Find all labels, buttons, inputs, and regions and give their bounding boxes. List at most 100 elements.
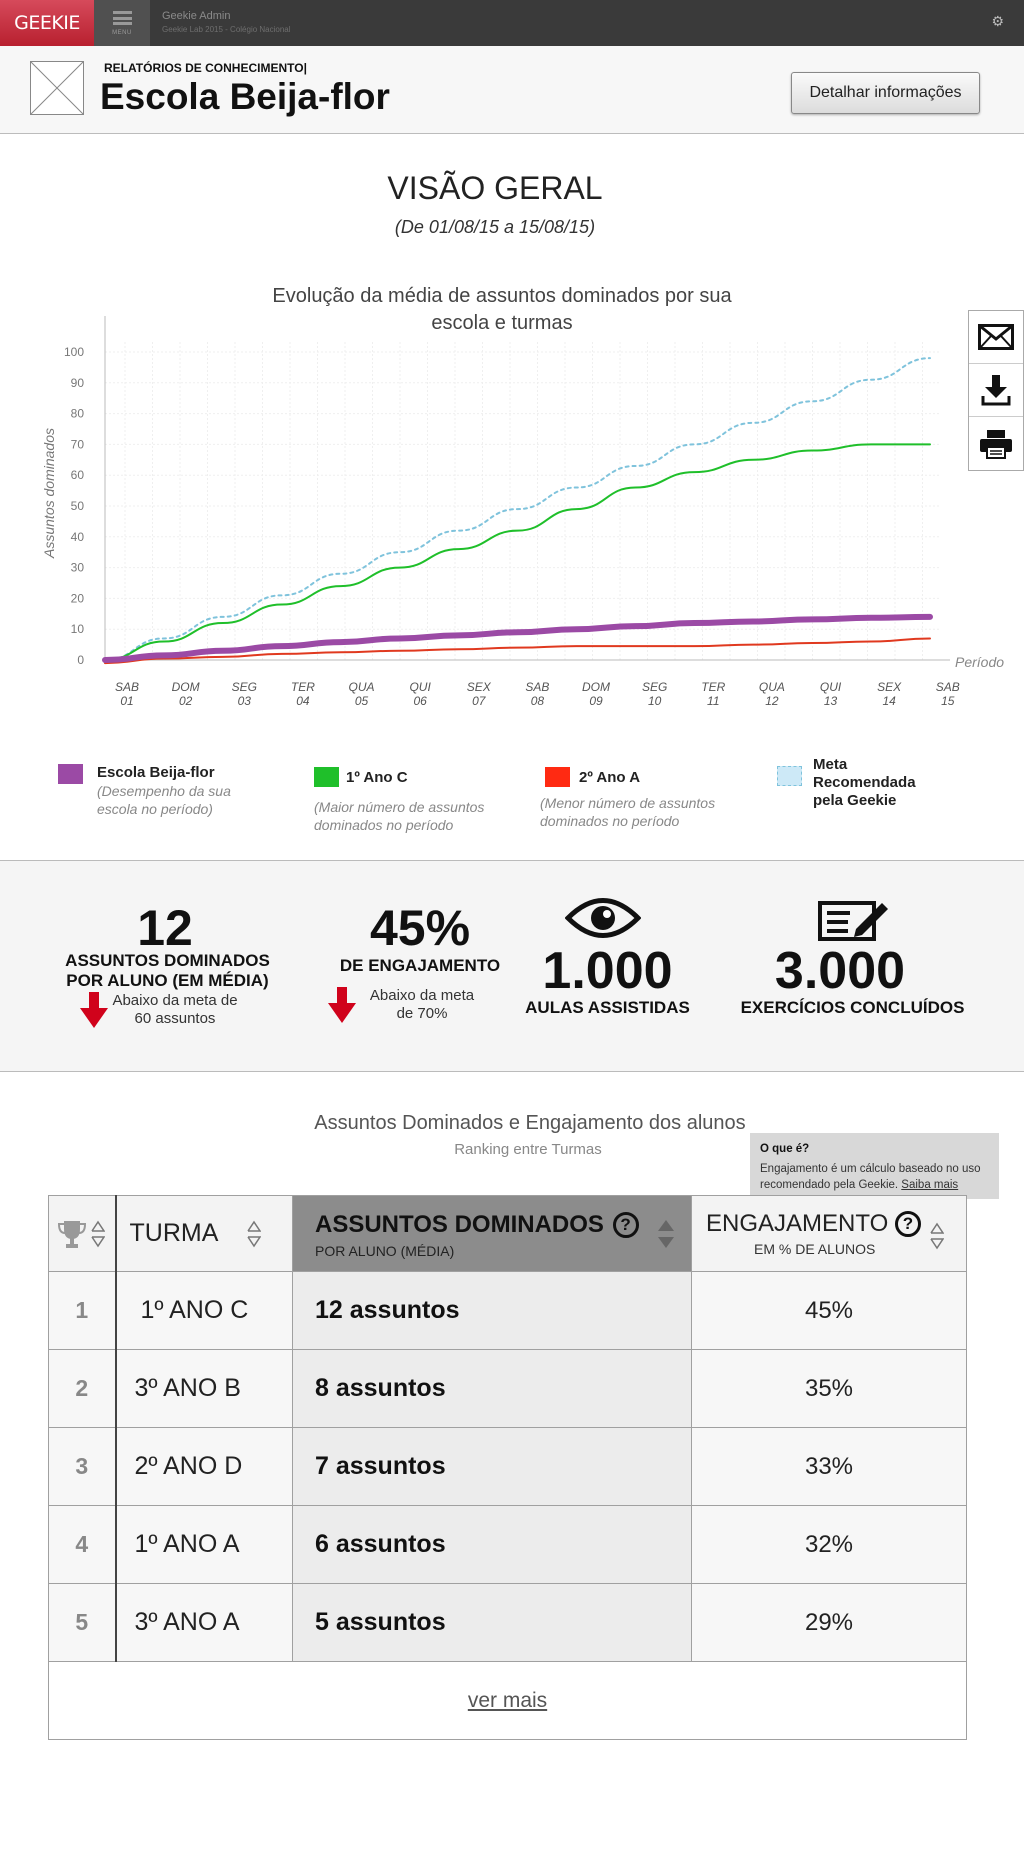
brand-logo[interactable]: GEEKIE <box>0 0 94 46</box>
table-row[interactable]: 1 1º ANO C 12 assuntos 45% <box>48 1271 967 1350</box>
x-tick-day: SEG <box>642 680 667 694</box>
stats-panel: 12 ASSUNTOS DOMINADOS POR ALUNO (EM MÉDI… <box>0 860 1024 1072</box>
stat-engajamento-value: 45% <box>369 900 471 956</box>
legend-swatch <box>545 767 570 787</box>
legend-title: 1º Ano C <box>346 769 408 786</box>
assuntos-header[interactable]: ASSUNTOS DOMINADOS ? POR ALUNO (MÉDIA) <box>292 1195 692 1272</box>
stat-engajamento-label: DE ENGAJAMENTO <box>339 956 501 975</box>
sort-icon[interactable] <box>91 1220 105 1248</box>
ranking-title: Assuntos Dominados e Engajamento dos alu… <box>314 1112 746 1134</box>
x-tick-date: 02 <box>179 694 193 708</box>
turma-header[interactable]: TURMA <box>115 1195 293 1272</box>
stat-assuntos-note: Abaixo da meta de 60 assuntos <box>112 992 238 1027</box>
stat-assuntos-value: 12 <box>137 900 193 956</box>
rank-cell: 5 <box>48 1583 117 1662</box>
table-row[interactable]: 3 2º ANO D 7 assuntos 33% <box>48 1427 967 1506</box>
mail-icon[interactable] <box>969 311 1023 364</box>
x-tick-day: DOM <box>582 680 610 694</box>
rank-header[interactable] <box>48 1195 117 1272</box>
engajamento-cell: 35% <box>691 1349 967 1428</box>
legend-desc: (Maior número de assuntos dominados no p… <box>314 799 485 833</box>
x-tick-date: 01 <box>120 694 133 708</box>
sort-icon[interactable] <box>246 1220 261 1248</box>
x-tick-day: SEX <box>467 680 492 694</box>
y-tick-label: 20 <box>71 591 85 605</box>
eye-icon <box>565 898 641 938</box>
table-row[interactable]: 5 3º ANO A 5 assuntos 29% <box>48 1583 967 1662</box>
rank-cell: 1 <box>48 1271 117 1350</box>
evolution-chart: Evolução da média de assuntos dominados … <box>41 285 1004 708</box>
overview-title: VISÃO GERAL <box>387 170 603 206</box>
tooltip-text: Engajamento é um cálculo baseado no uso … <box>760 1163 981 1191</box>
menu-label: MENU <box>112 30 132 36</box>
school-logo-placeholder <box>30 61 84 115</box>
x-tick-day: QUA <box>349 680 375 694</box>
gear-icon[interactable]: ⚙ <box>991 13 1004 29</box>
x-axis-label: Período <box>955 654 1004 670</box>
y-tick-label: 50 <box>71 499 85 513</box>
stat-assuntos-label: ASSUNTOS DOMINADOS POR ALUNO (EM MÉDIA) <box>65 951 270 990</box>
more-cell: ver mais <box>48 1661 967 1740</box>
help-icon[interactable]: ? <box>894 1211 921 1237</box>
table-header-row: TURMA ASSUNTOS DOMINADOS ? POR ALUNO (MÉ… <box>48 1195 967 1272</box>
x-tick-day: SAB <box>115 680 139 694</box>
ranking-subtitle: Ranking entre Turmas <box>454 1141 602 1158</box>
engajamento-cell: 32% <box>691 1505 967 1584</box>
y-tick-label: 80 <box>71 407 85 421</box>
sort-icon[interactable] <box>930 1222 944 1250</box>
arrow-down-icon <box>80 992 108 1028</box>
detail-info-button[interactable]: Detalhar informações <box>791 72 980 114</box>
help-icon[interactable]: ? <box>612 1211 639 1238</box>
legend-swatch <box>58 764 83 784</box>
y-tick-label: 60 <box>71 468 85 482</box>
series-line <box>104 637 931 665</box>
x-tick-date: 03 <box>238 694 252 708</box>
exercise-icon <box>818 901 888 941</box>
engajamento-header-text: ENGAJAMENTO <box>706 1210 889 1237</box>
download-icon[interactable] <box>969 364 1023 417</box>
stat-aulas-value: 1.000 <box>542 942 673 1000</box>
menu-button[interactable]: MENU <box>94 0 150 46</box>
table-row[interactable]: 4 1º ANO A 6 assuntos 32% <box>48 1505 967 1584</box>
series-line <box>102 613 933 663</box>
y-axis-label: Assuntos dominados <box>41 428 57 559</box>
legend-title: 2º Ano A <box>579 769 641 786</box>
tooltip-link[interactable]: Saiba mais <box>901 1179 959 1191</box>
chart-title: escola e turmas <box>431 312 572 334</box>
engajamento-header-sub: EM % DE ALUNOS <box>754 1241 876 1257</box>
overview-period: (De 01/08/15 a 15/08/15) <box>394 217 596 237</box>
assuntos-header-text: ASSUNTOS DOMINADOS <box>315 1210 604 1238</box>
x-tick-date: 14 <box>882 694 896 708</box>
stat-aulas-label: AULAS ASSISTIDAS <box>525 998 690 1017</box>
turma-cell: 1º ANO A <box>115 1505 293 1584</box>
hamburger-icon <box>112 11 132 25</box>
more-row: ver mais <box>48 1661 967 1740</box>
rank-cell: 3 <box>48 1427 117 1506</box>
legend-title: Escola Beija-flor <box>97 764 215 781</box>
x-tick-date: 05 <box>355 694 369 708</box>
table-row[interactable]: 2 3º ANO B 8 assuntos 35% <box>48 1349 967 1428</box>
x-tick-day: SAB <box>525 680 549 694</box>
x-tick-day: QUI <box>820 680 842 694</box>
engajamento-header[interactable]: ENGAJAMENTO ? EM % DE ALUNOS <box>691 1195 967 1272</box>
y-tick-label: 10 <box>71 622 85 636</box>
assuntos-cell: 5 assuntos <box>292 1583 692 1662</box>
engajamento-header-label: ENGAJAMENTO ? <box>706 1210 966 1238</box>
print-icon[interactable] <box>969 417 1023 470</box>
engajamento-cell: 33% <box>691 1427 967 1506</box>
legend-swatch <box>314 767 339 787</box>
x-tick-day: TER <box>291 680 315 694</box>
image-placeholder-icon <box>30 61 84 115</box>
sort-active-icon[interactable] <box>657 1218 675 1250</box>
series-line <box>104 357 931 661</box>
y-tick-label: 0 <box>77 653 84 667</box>
rank-cell: 2 <box>48 1349 117 1428</box>
school-header: RELATÓRIOS DE CONHECIMENTO| Escola Beija… <box>0 46 1024 134</box>
engagement-tooltip: O que é? Engajamento é um cálculo basead… <box>750 1133 999 1209</box>
user-school: Geekie Lab 2015 - Colégio Nacional <box>162 25 291 34</box>
series-line <box>104 443 931 661</box>
user-info[interactable]: Geekie Admin Geekie Lab 2015 - Colégio N… <box>162 10 291 34</box>
assuntos-cell: 7 assuntos <box>292 1427 692 1506</box>
legend-title: Meta Recomendada pela Geekie <box>813 756 916 809</box>
ver-mais-link[interactable]: ver mais <box>467 1688 548 1712</box>
